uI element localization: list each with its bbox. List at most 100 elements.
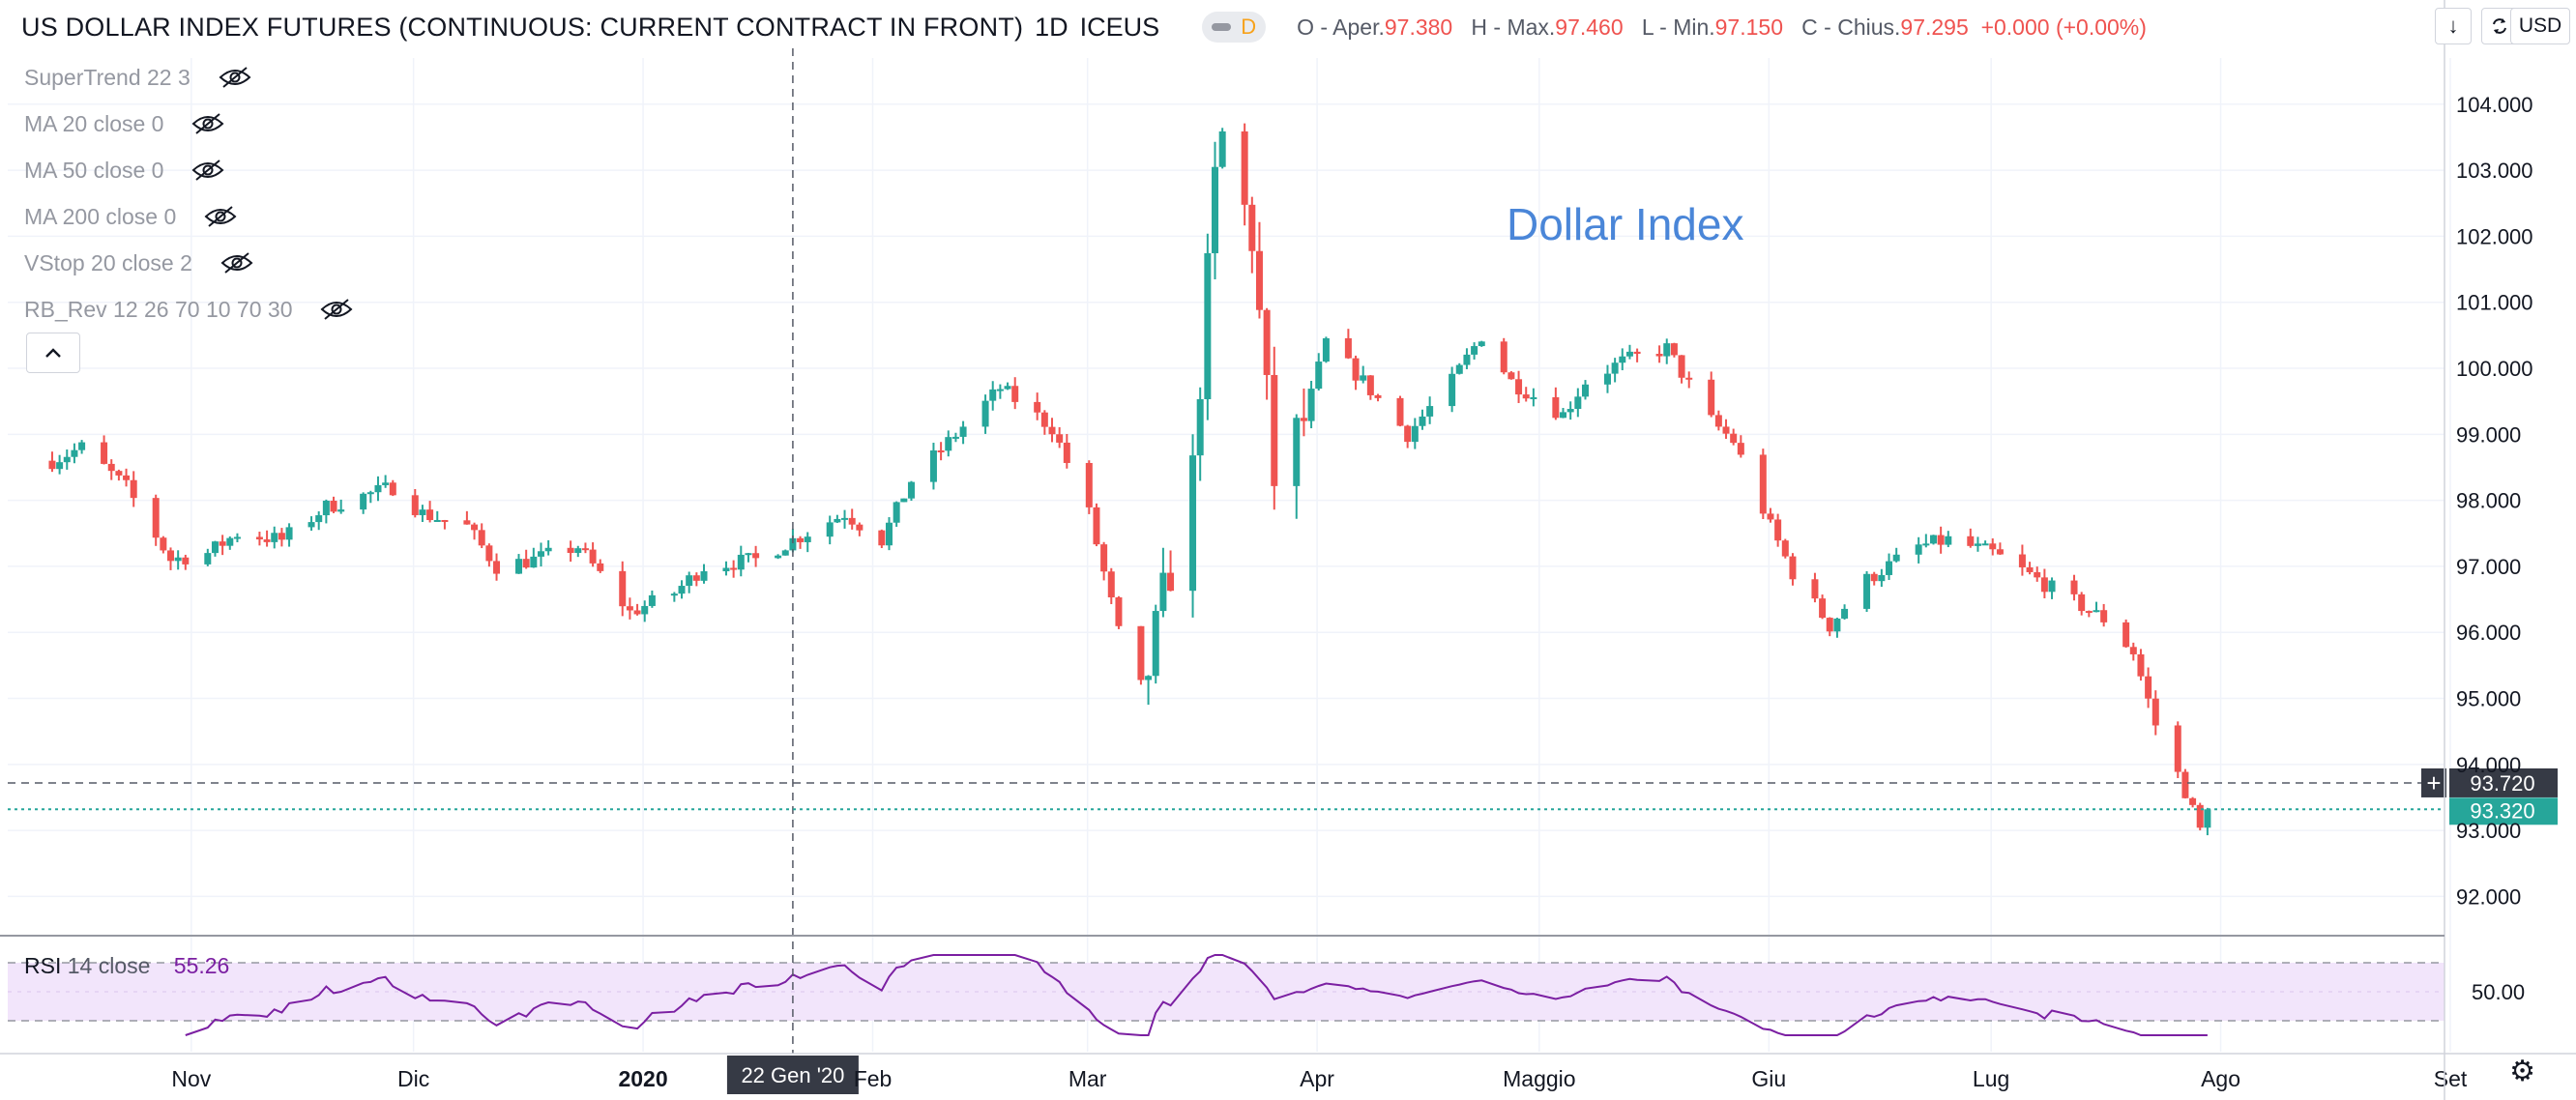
candle-body bbox=[278, 533, 285, 540]
close-value: 97.295 bbox=[1900, 14, 1969, 40]
open-label: O - Aper. bbox=[1297, 14, 1385, 40]
market-status-pill[interactable]: D bbox=[1202, 12, 1267, 43]
eye-hidden-icon[interactable] bbox=[190, 159, 225, 182]
candle-body bbox=[1522, 394, 1530, 399]
candle-body bbox=[1759, 454, 1767, 514]
candle-body bbox=[1004, 386, 1011, 390]
chart-header: US DOLLAR INDEX FUTURES (CONTINUOUS: CUR… bbox=[21, 8, 2147, 46]
candle-body bbox=[1411, 425, 1419, 443]
candle-body bbox=[478, 530, 485, 546]
eye-hidden-icon[interactable] bbox=[220, 251, 254, 275]
candle-body bbox=[996, 389, 1004, 391]
candle-body bbox=[1781, 540, 1789, 557]
candle-body bbox=[1530, 396, 1537, 399]
rsi-params: 14 close bbox=[67, 953, 151, 978]
indicator-row[interactable]: VStop 20 close 2 bbox=[24, 240, 354, 286]
candle-body bbox=[56, 462, 64, 470]
candle-body bbox=[1508, 372, 1515, 380]
download-icon[interactable]: ↓ bbox=[2435, 8, 2472, 44]
y-tick-label: 98.000 bbox=[2456, 489, 2521, 513]
candle-body bbox=[537, 551, 544, 557]
candle-body bbox=[1271, 374, 1278, 486]
crosshair-price-label: 93.720 bbox=[2470, 771, 2534, 796]
rsi-legend[interactable]: RSI 14 close 55.26 bbox=[24, 953, 229, 979]
collapse-legend-button[interactable] bbox=[26, 333, 80, 373]
candle-body bbox=[1625, 351, 1633, 357]
candle-body bbox=[2122, 622, 2130, 648]
candle-body bbox=[530, 556, 538, 568]
candle-body bbox=[211, 541, 219, 554]
y-tick-label: 95.000 bbox=[2456, 687, 2521, 711]
symbol-title[interactable]: US DOLLAR INDEX FUTURES (CONTINUOUS: CUR… bbox=[21, 12, 1024, 42]
candle-body bbox=[2078, 593, 2086, 612]
y-tick-label: 99.000 bbox=[2456, 422, 2521, 447]
candle-body bbox=[271, 533, 278, 542]
candle-body bbox=[981, 400, 989, 427]
candle-body bbox=[1981, 543, 1989, 546]
candle-body bbox=[1655, 354, 1663, 357]
indicator-row[interactable]: MA 200 close 0 bbox=[24, 193, 354, 240]
candle-body bbox=[2085, 611, 2093, 614]
candle-body bbox=[2129, 647, 2137, 654]
candle-body bbox=[1455, 364, 1463, 374]
y-tick-label: 102.000 bbox=[2456, 224, 2533, 248]
candle-body bbox=[1344, 337, 1352, 359]
y-tick-label: 97.000 bbox=[2456, 555, 2521, 579]
interval-label[interactable]: 1D bbox=[1035, 12, 1068, 42]
candle-body bbox=[1352, 358, 1360, 381]
candle-body bbox=[1034, 401, 1041, 413]
candle-body bbox=[834, 518, 841, 523]
indicator-label: MA 200 close 0 bbox=[24, 203, 177, 229]
y-tick-label: 101.000 bbox=[2456, 291, 2533, 315]
candle-body bbox=[1315, 362, 1323, 390]
candle-body bbox=[1204, 252, 1212, 399]
candle-body bbox=[686, 575, 693, 587]
indicator-row[interactable]: SuperTrend 22 3 bbox=[24, 54, 354, 101]
eye-hidden-icon[interactable] bbox=[218, 66, 252, 89]
y-tick-label: 104.000 bbox=[2456, 93, 2533, 117]
currency-selector[interactable]: USD bbox=[2510, 8, 2570, 44]
low-value: 97.150 bbox=[1714, 14, 1783, 40]
indicator-label: MA 20 close 0 bbox=[24, 110, 164, 136]
y-tick-label: 93.000 bbox=[2456, 819, 2521, 843]
eye-hidden-icon[interactable] bbox=[319, 298, 354, 321]
y-tick-label: 94.000 bbox=[2456, 753, 2521, 777]
candle-body bbox=[1255, 250, 1263, 310]
candle-body bbox=[856, 524, 864, 531]
candle-body bbox=[2174, 725, 2181, 772]
candle-body bbox=[1886, 561, 1893, 575]
y-tick-label: 92.000 bbox=[2456, 884, 2521, 909]
candle-body bbox=[641, 605, 649, 615]
indicator-row[interactable]: MA 50 close 0 bbox=[24, 147, 354, 193]
indicator-label: VStop 20 close 2 bbox=[24, 249, 192, 275]
candle-body bbox=[1196, 398, 1204, 456]
candle-body bbox=[2018, 554, 2026, 567]
candle-body bbox=[174, 557, 182, 562]
candle-body bbox=[1419, 416, 1426, 426]
candle-body bbox=[797, 537, 805, 542]
candle-body bbox=[307, 522, 315, 528]
candle-body bbox=[1515, 379, 1523, 395]
x-tick-label: Dic bbox=[397, 1066, 429, 1091]
candle-body bbox=[2137, 653, 2145, 677]
high-label: H - Max. bbox=[1471, 14, 1556, 40]
candle-body bbox=[522, 559, 530, 568]
indicator-row[interactable]: MA 20 close 0 bbox=[24, 101, 354, 147]
gear-icon[interactable]: ⚙ bbox=[2509, 1056, 2535, 1087]
candle-body bbox=[1145, 676, 1153, 680]
candle-body bbox=[1708, 379, 1715, 416]
indicator-row[interactable]: RB_Rev 12 26 70 10 70 30 bbox=[24, 286, 354, 333]
indicator-label: RB_Rev 12 26 70 10 70 30 bbox=[24, 296, 293, 322]
candle-body bbox=[2070, 580, 2078, 594]
candle-body bbox=[1937, 535, 1945, 545]
candle-body bbox=[411, 495, 419, 515]
candle-body bbox=[1603, 373, 1611, 385]
candle-body bbox=[1307, 389, 1315, 421]
candle-body bbox=[515, 559, 523, 574]
eye-hidden-icon[interactable] bbox=[190, 112, 225, 135]
candle-body bbox=[1478, 341, 1485, 347]
x-tick-label: Mar bbox=[1068, 1066, 1107, 1091]
eye-hidden-icon[interactable] bbox=[203, 205, 238, 228]
